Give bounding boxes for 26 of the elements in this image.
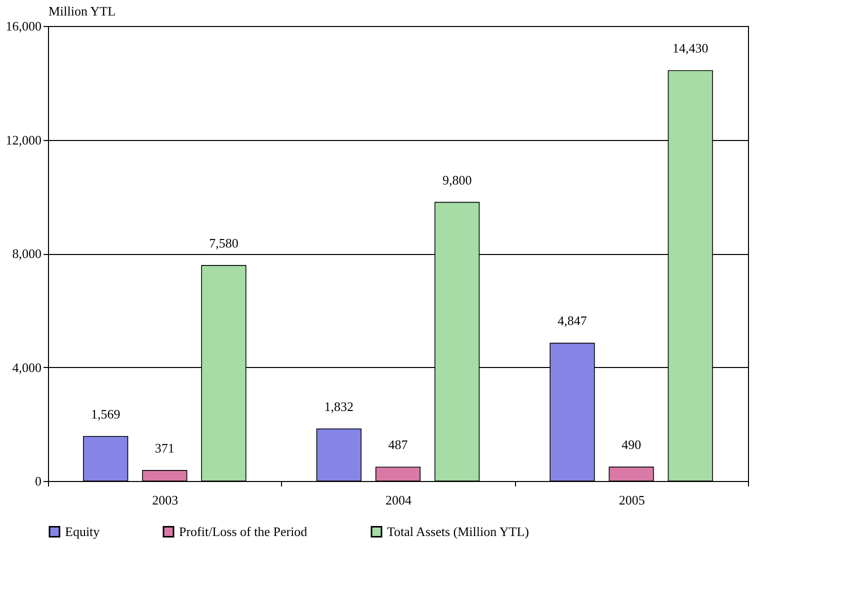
legend-label: Total Assets (Million YTL) (387, 524, 529, 539)
x-tick-label: 2004 (386, 492, 412, 508)
bar (608, 466, 654, 482)
y-tick-label: 4,000 (12, 360, 42, 375)
data-label: 7,580 (209, 235, 238, 250)
data-label: 1,832 (324, 398, 354, 414)
y-axis-title: Million YTL (48, 4, 116, 18)
bar (316, 428, 362, 482)
bar (375, 466, 421, 482)
bar (83, 436, 128, 482)
y-tick-label: 16,000 (6, 18, 42, 34)
data-label: 371 (154, 440, 174, 456)
x-tick-label: 2005 (618, 492, 645, 508)
legend-label: Equity (65, 524, 100, 539)
data-label: 9,800 (442, 172, 472, 188)
legend-label: Profit/Loss of the Period (179, 524, 308, 539)
data-label: 490 (622, 437, 642, 452)
y-tick-label: 12,000 (6, 132, 42, 148)
data-label: 4,847 (558, 313, 588, 328)
data-label: 487 (388, 437, 408, 452)
x-tick-label: 2003 (152, 492, 178, 508)
y-tick-label: 0 (35, 474, 42, 488)
data-label: 1,569 (90, 406, 120, 422)
bar (142, 470, 188, 482)
y-tick-label: 8,000 (12, 246, 42, 261)
data-label: 14,430 (672, 40, 708, 56)
